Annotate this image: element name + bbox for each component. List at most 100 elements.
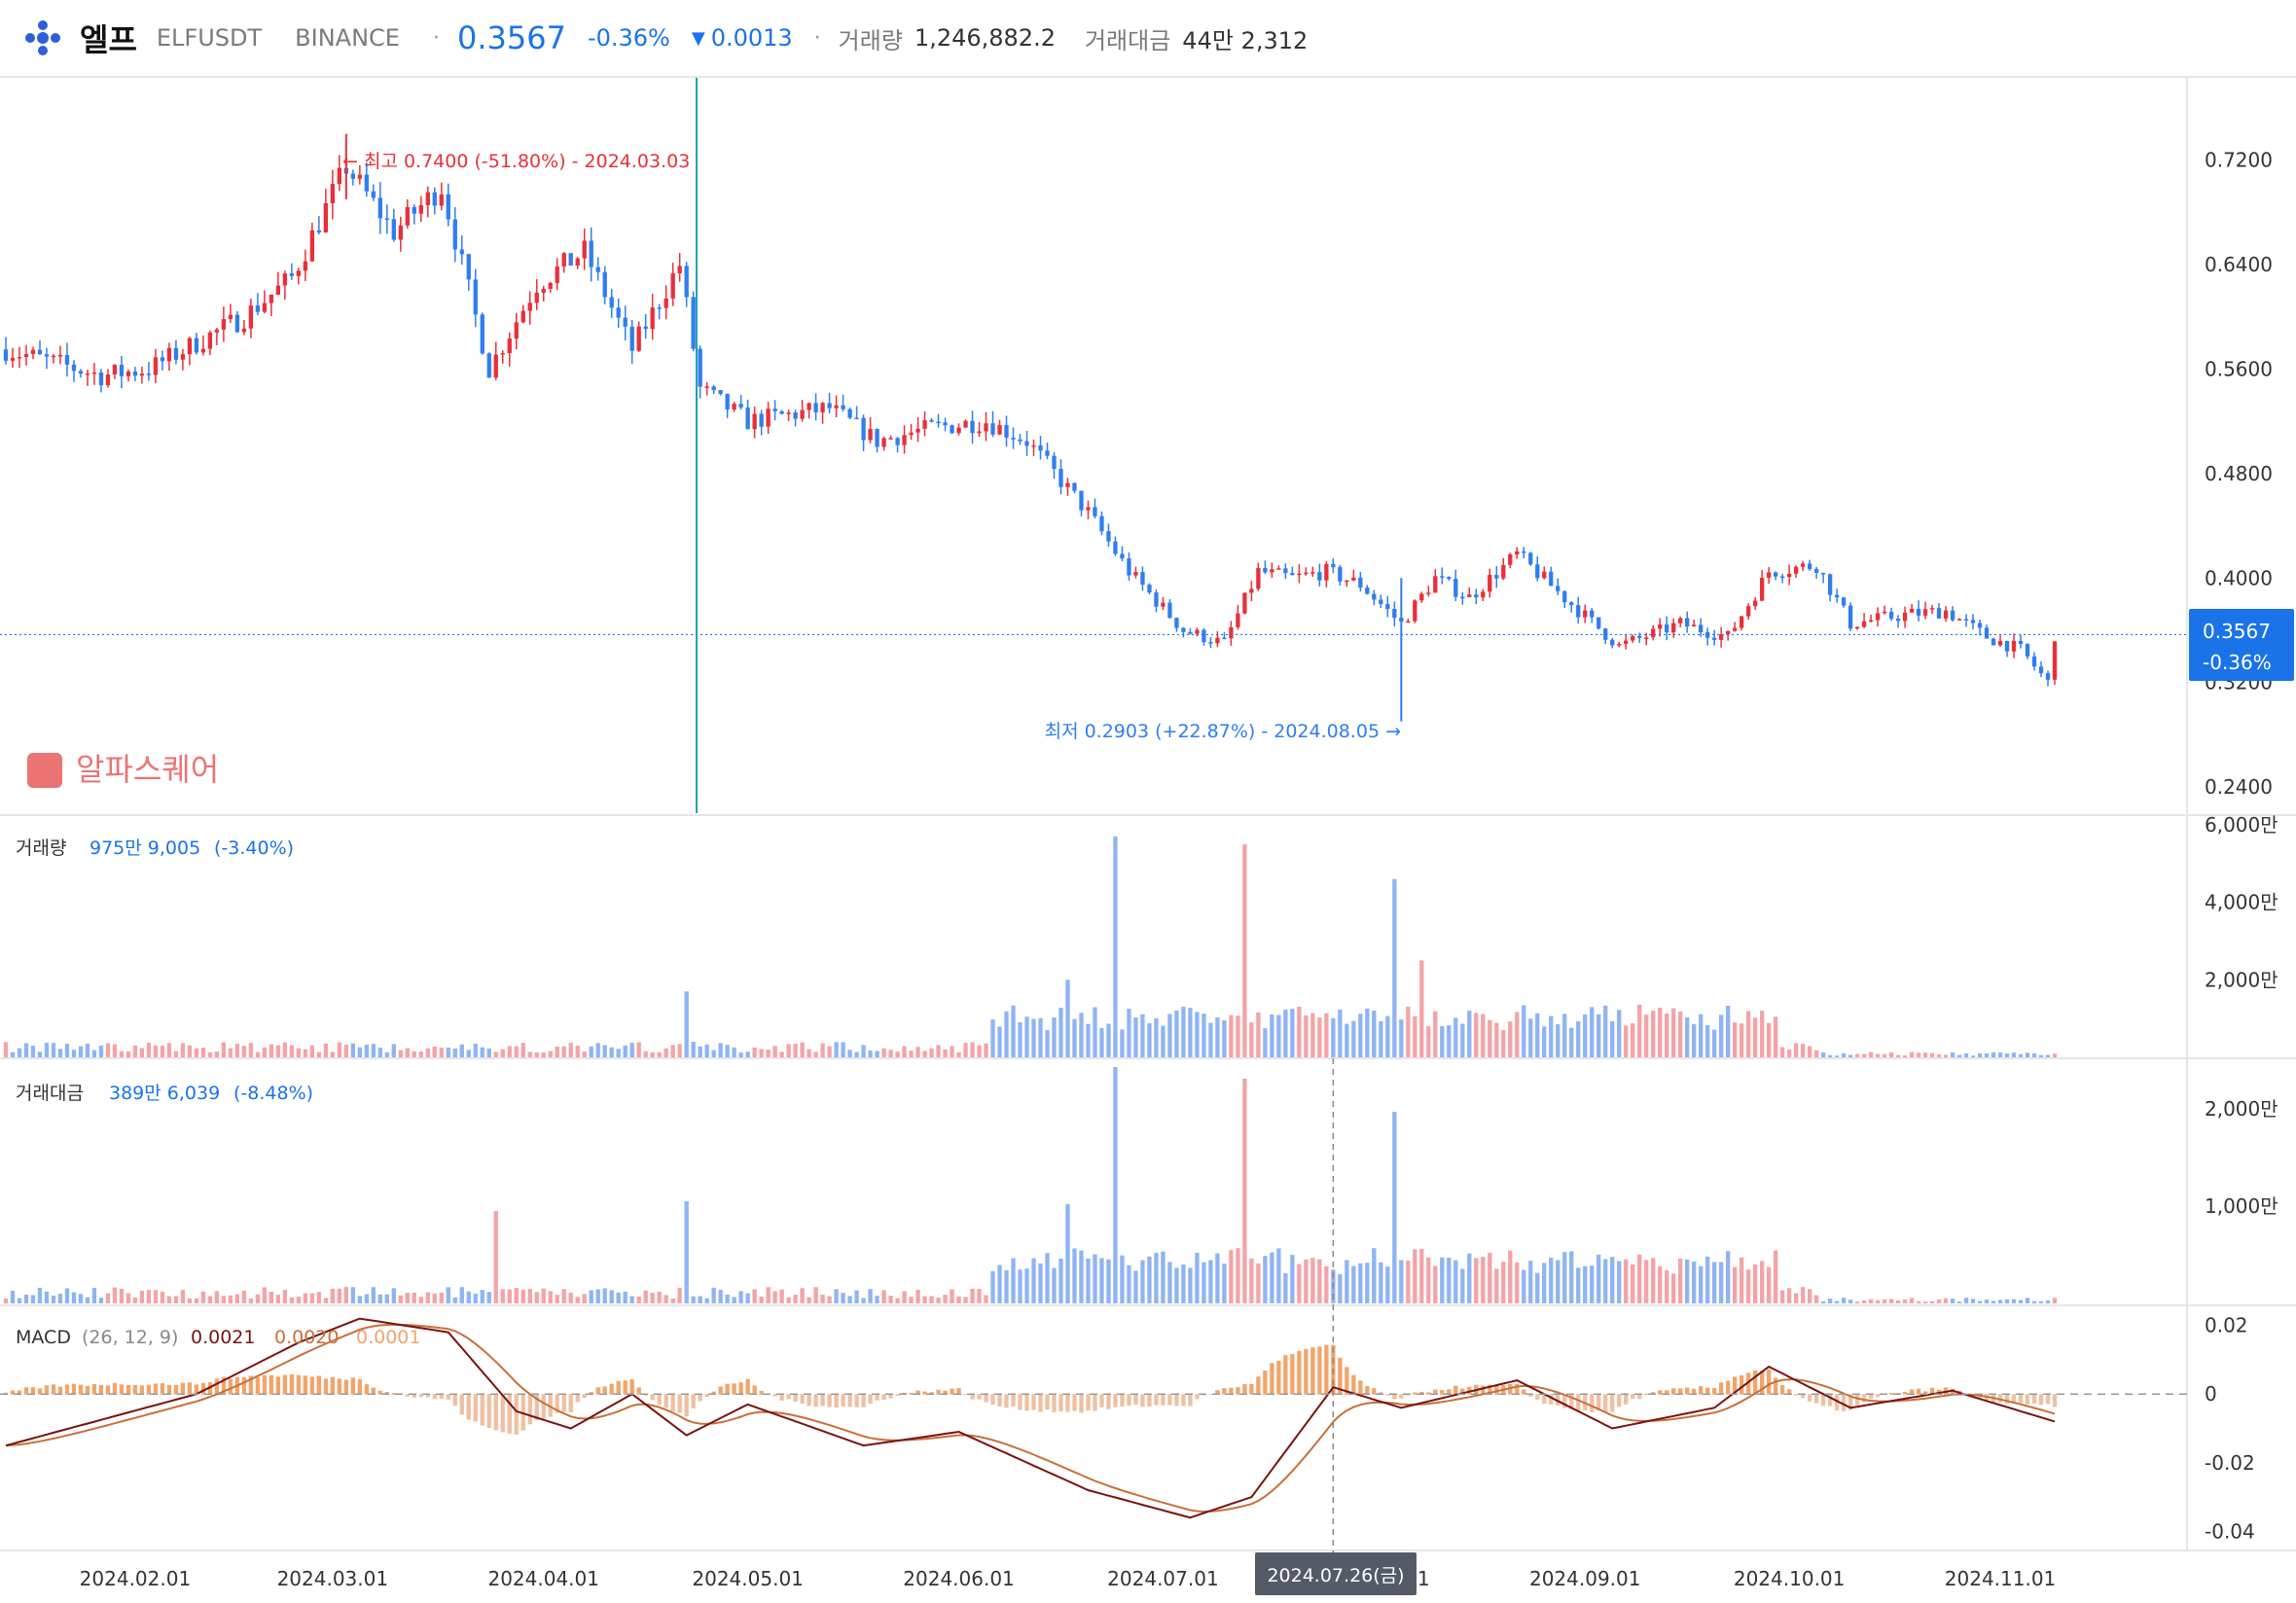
amount-bar bbox=[1569, 1251, 1574, 1303]
macd-histogram-bar bbox=[793, 1394, 798, 1403]
macd-histogram-bar bbox=[629, 1379, 634, 1395]
amount-bar bbox=[2038, 1300, 2044, 1303]
candle-body bbox=[575, 258, 580, 266]
candle-body bbox=[1759, 577, 1765, 601]
macd-histogram-bar bbox=[1902, 1392, 1908, 1395]
separator-dot: · bbox=[432, 25, 440, 51]
amount-bar bbox=[1385, 1266, 1390, 1303]
amount-bar bbox=[1079, 1250, 1084, 1303]
macd-histogram-bar bbox=[1276, 1361, 1281, 1395]
amount-bar bbox=[166, 1296, 172, 1303]
macd-histogram-bar bbox=[207, 1382, 213, 1395]
volume-bar bbox=[1426, 1025, 1431, 1057]
candle-body bbox=[105, 374, 111, 386]
volume-bar bbox=[1583, 1014, 1588, 1057]
volume-bar bbox=[1705, 1024, 1710, 1057]
candle-body bbox=[187, 338, 193, 355]
macd-histogram-bar bbox=[670, 1394, 675, 1412]
volume-bar bbox=[1494, 1022, 1499, 1057]
candle-body bbox=[657, 307, 662, 309]
volume-bar bbox=[214, 1051, 220, 1057]
volume-bar bbox=[112, 1044, 118, 1057]
candle-body bbox=[1651, 628, 1656, 638]
amount-bar bbox=[834, 1289, 839, 1303]
candle-body bbox=[1106, 531, 1111, 542]
amount-bar bbox=[2045, 1300, 2051, 1303]
macd-histogram-bar bbox=[1610, 1394, 1615, 1412]
volume-bar bbox=[963, 1043, 968, 1057]
macd-histogram-bar bbox=[1222, 1388, 1227, 1395]
volume-bar bbox=[1665, 1013, 1669, 1057]
candle-body bbox=[868, 428, 873, 441]
macd-histogram-bar bbox=[704, 1394, 709, 1398]
candle-body bbox=[17, 357, 22, 359]
candle-body bbox=[241, 328, 247, 333]
amount-bar bbox=[343, 1287, 348, 1303]
macd-tick-label: 0.02 bbox=[2205, 1314, 2248, 1337]
candle-body bbox=[296, 270, 302, 276]
amount-bar bbox=[636, 1296, 641, 1303]
amount-bar bbox=[936, 1298, 941, 1303]
candle-body bbox=[807, 403, 811, 410]
volume-bar bbox=[51, 1043, 56, 1057]
candle-body bbox=[1208, 642, 1213, 644]
amount-bar bbox=[1018, 1269, 1022, 1303]
amount-bar bbox=[1970, 1299, 1976, 1303]
macd-histogram-bar bbox=[2011, 1394, 2017, 1403]
volume-bar bbox=[664, 1048, 668, 1057]
volume-bar bbox=[677, 1044, 682, 1057]
candle-body bbox=[1528, 552, 1533, 565]
macd-histogram-bar bbox=[534, 1394, 539, 1421]
macd-histogram-bar bbox=[915, 1390, 920, 1395]
candle-body bbox=[841, 405, 845, 410]
amount-bar bbox=[432, 1293, 437, 1303]
candle-body bbox=[1861, 621, 1867, 627]
volume-bar bbox=[847, 1050, 852, 1057]
macd-histogram-bar bbox=[486, 1394, 491, 1429]
candle-body bbox=[398, 225, 403, 240]
candle-body bbox=[1453, 579, 1458, 597]
amount-bar bbox=[71, 1292, 77, 1303]
candle-body bbox=[507, 338, 512, 354]
candle-body bbox=[98, 372, 104, 386]
candle-body bbox=[1793, 566, 1799, 574]
macd-histogram-bar bbox=[1875, 1394, 1881, 1398]
candle-body bbox=[1195, 629, 1200, 634]
candle-body bbox=[582, 240, 587, 259]
volume-bar bbox=[915, 1047, 920, 1057]
crosshair-date-label: 2024.07.26(금) bbox=[1267, 1565, 1404, 1586]
amount-bar bbox=[91, 1287, 97, 1303]
candle-body bbox=[309, 230, 315, 262]
volume-bar bbox=[902, 1046, 907, 1057]
candle-body bbox=[1888, 611, 1894, 619]
macd-histogram-bar bbox=[1793, 1394, 1799, 1396]
amount-bar bbox=[1827, 1299, 1833, 1303]
volume-bar bbox=[1018, 1021, 1022, 1057]
amount-bar bbox=[950, 1289, 954, 1303]
amount-bar bbox=[738, 1291, 743, 1303]
macd-histogram-bar bbox=[153, 1383, 159, 1395]
macd-histogram-bar bbox=[139, 1385, 145, 1395]
volume-bar bbox=[1970, 1055, 1976, 1057]
volume-bar bbox=[1813, 1050, 1819, 1057]
candle-body bbox=[1909, 608, 1915, 613]
candle-body bbox=[929, 419, 934, 422]
amount-value: 44만 2,312 bbox=[1182, 26, 1309, 54]
volume-bar bbox=[200, 1048, 206, 1057]
volume-bar bbox=[221, 1042, 227, 1057]
volume-bar bbox=[153, 1045, 159, 1057]
macd-histogram-bar bbox=[1766, 1369, 1772, 1395]
amount-bar bbox=[1848, 1300, 1853, 1303]
volume-bar bbox=[909, 1051, 914, 1057]
volume-bar bbox=[1834, 1055, 1840, 1057]
histogram-value: 0.0001 bbox=[356, 1327, 420, 1348]
amount-bar bbox=[534, 1292, 539, 1303]
stock-chart[interactable]: 0.72000.64000.56000.48000.40000.32000.24… bbox=[0, 78, 2296, 1603]
candle-body bbox=[446, 194, 450, 220]
volume-bar bbox=[1766, 1022, 1772, 1057]
amount-bar bbox=[1678, 1258, 1683, 1303]
macd-histogram-bar bbox=[834, 1394, 839, 1408]
macd-histogram-bar bbox=[1820, 1394, 1826, 1407]
candle-body bbox=[1113, 541, 1118, 554]
volume-bar bbox=[527, 1051, 532, 1057]
